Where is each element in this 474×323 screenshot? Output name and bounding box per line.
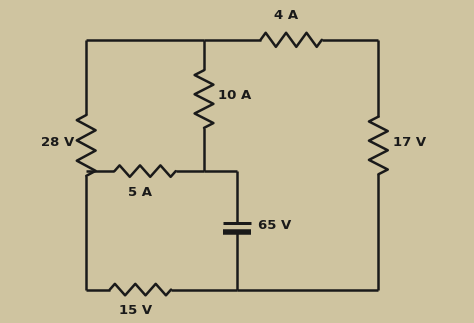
Text: 4 A: 4 A bbox=[274, 9, 299, 22]
Text: 65 V: 65 V bbox=[258, 219, 292, 232]
Text: 17 V: 17 V bbox=[392, 136, 426, 149]
Text: 10 A: 10 A bbox=[218, 89, 251, 102]
Text: 15 V: 15 V bbox=[119, 304, 152, 317]
Text: 28 V: 28 V bbox=[41, 136, 74, 149]
Text: 5 A: 5 A bbox=[128, 185, 153, 199]
